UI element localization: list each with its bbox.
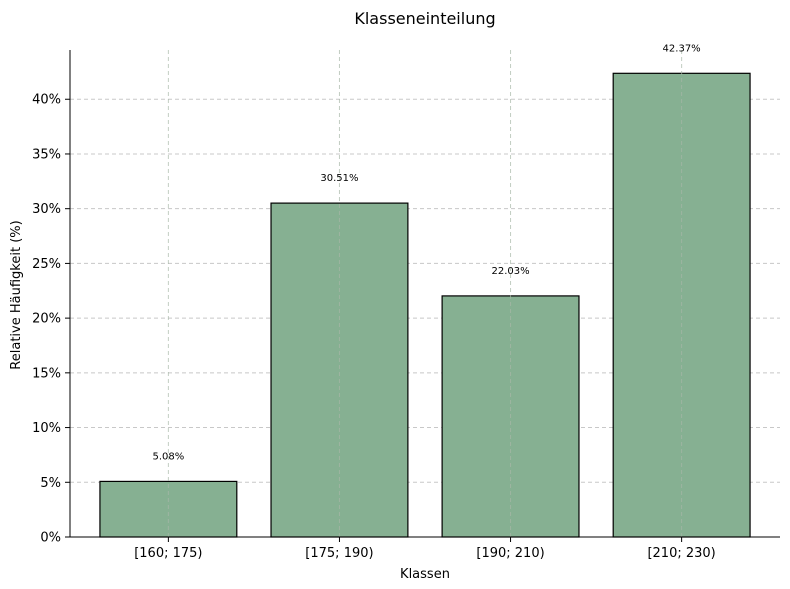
y-tick-label: 0% [40,531,61,546]
x-tick-label: [190; 210) [476,546,544,561]
axes: [160; 175) [175; 190) [190; 210) [210; 230)… [32,50,780,561]
y-tick-label: 10% [32,421,61,436]
x-tick-label: [160; 175) [134,546,202,561]
data-labels: 5.08% 30.51% 22.03% 42.37% [152,43,700,462]
y-tick-label: 20% [32,312,61,327]
bars [99,72,751,538]
data-label: 30.51% [320,173,358,184]
data-label: 5.08% [152,451,184,462]
chart-title: Klasseneinteilung [354,9,495,28]
data-label: 42.37% [663,43,701,54]
x-axis-title: Klassen [400,567,450,582]
y-axis-title: Relative Häufigkeit (%) [9,220,24,369]
data-label: 22.03% [491,266,529,277]
y-tick-label: 5% [40,476,61,491]
x-tick-label: [175; 190) [305,546,373,561]
y-tick-label: 40% [32,93,61,108]
y-tick-label: 30% [32,202,61,217]
x-tick-label: [210; 230) [647,546,715,561]
y-tick-label: 25% [32,257,61,272]
y-tick-label: 15% [32,366,61,381]
y-tick-label: 35% [32,147,61,162]
